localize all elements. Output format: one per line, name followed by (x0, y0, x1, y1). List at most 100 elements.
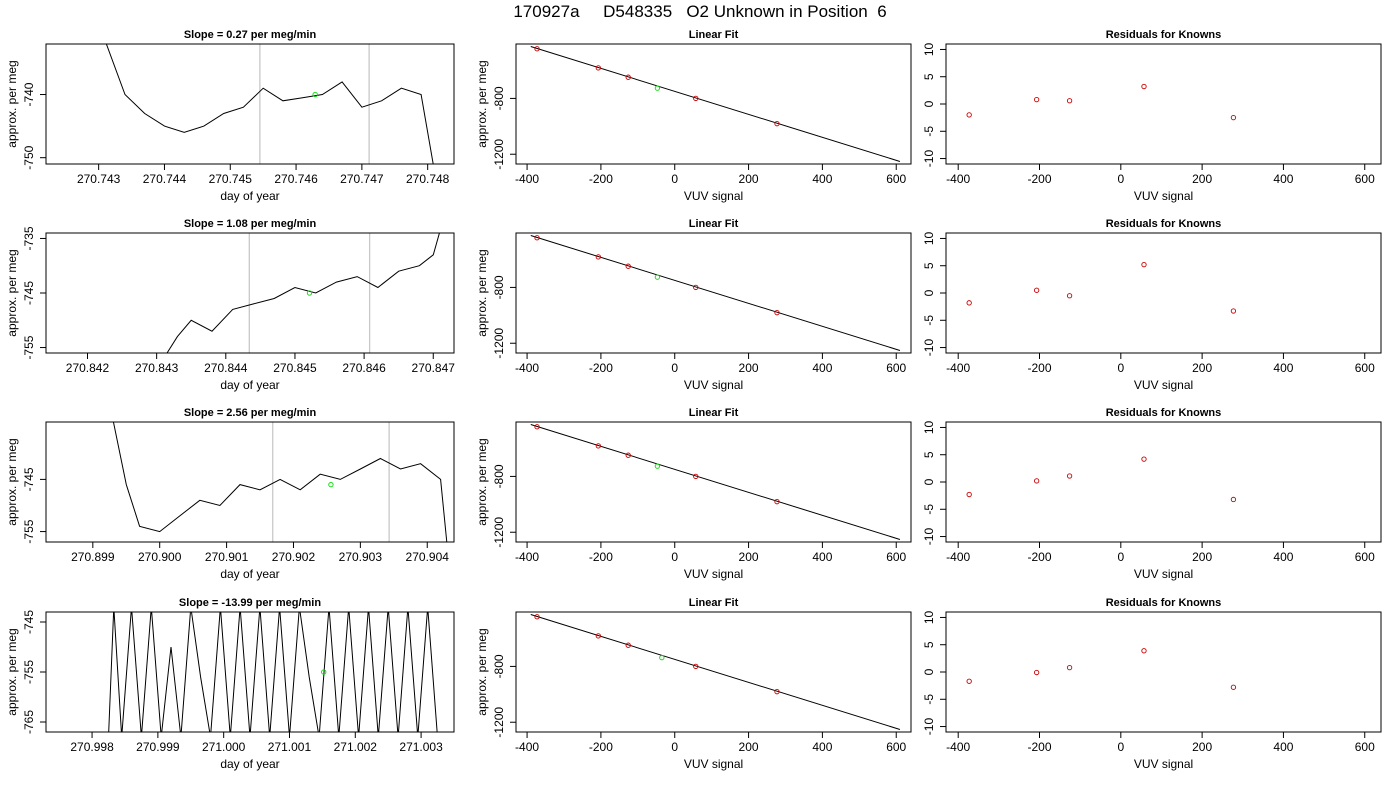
series-line (105, 44, 434, 164)
plot-area (966, 261, 1237, 314)
panel-residuals-4: -400 -200 0 200 400 600 -10 -5 0 5 10 Residuals for… (922, 597, 1382, 771)
unknown-point (654, 463, 661, 469)
y-tick-label: -755 (22, 335, 36, 359)
plot-area (530, 424, 901, 540)
plot-area (166, 233, 440, 353)
x-tick-label: 270.847 (412, 361, 456, 375)
series-line (108, 612, 438, 732)
y-tick-label: -1200 (492, 139, 506, 170)
panel-title: Slope = -13.99 per meg/min (179, 597, 321, 609)
y-axis-label: approx. per meg (475, 60, 489, 147)
known-point (534, 424, 540, 430)
x-tick-label: 271.001 (268, 740, 312, 754)
x-tick-label: 270.902 (272, 550, 316, 564)
known-point (774, 121, 780, 127)
y-tick-label: -5 (922, 315, 936, 326)
y-tick-label: -735 (22, 226, 36, 250)
known-point (625, 263, 631, 269)
x-tick-label: -400 (515, 550, 539, 564)
panel-fit-2: -400 -200 0 200 400 600 -1200 -800 Linear Fit VUV… (475, 218, 912, 392)
x-tick-label: 270.904 (406, 550, 450, 564)
y-axis-label: approx. per meg (5, 628, 19, 715)
known-point (774, 499, 780, 505)
x-tick-label: 600 (1355, 361, 1375, 375)
fit-line (530, 614, 901, 730)
x-tick-label: 600 (886, 740, 906, 754)
panel-title: Residuals for Knowns (1106, 29, 1222, 41)
known-point (595, 254, 601, 260)
panel-title: Slope = 2.56 per meg/min (184, 407, 317, 419)
panel-timeseries-1: 270.743 270.744 270.745 270.746 270.747 270.7… (5, 29, 455, 203)
x-tick-label: -200 (1027, 361, 1051, 375)
x-tick-label: 200 (1192, 550, 1212, 564)
y-tick-label: -800 (492, 275, 506, 299)
panel-frame (45, 232, 455, 354)
y-tick-label: -800 (492, 86, 506, 110)
residual-point (1034, 96, 1040, 103)
panel-frame (45, 421, 455, 543)
x-tick-label: 0 (1117, 361, 1124, 375)
residual-point (1141, 648, 1147, 654)
y-tick-label: -10 (922, 339, 936, 357)
panel-timeseries-2: 270.842 270.843 270.844 270.845 270.846 270.8… (5, 218, 455, 392)
y-tick-label: 10 (922, 420, 936, 434)
x-tick-label: 0 (671, 550, 678, 564)
x-tick-label: 0 (1117, 740, 1124, 754)
residual-point (966, 300, 972, 306)
panel-frame (515, 43, 912, 165)
x-tick-label: 270.843 (135, 361, 179, 375)
panel-frame (945, 611, 1382, 733)
panel-fit-1: -400 -200 0 200 400 600 -1200 -800 Linear Fit VUV… (475, 29, 912, 203)
x-tick-label: 600 (886, 550, 906, 564)
known-point (534, 614, 540, 620)
y-tick-label: -1200 (492, 328, 506, 359)
x-tick-label: 0 (1117, 172, 1124, 186)
x-tick-label: -200 (1027, 172, 1051, 186)
panel-title: Residuals for Knowns (1106, 597, 1222, 609)
page-title: 170927a D548335 O2 Unknown in Position 6 (513, 2, 887, 21)
x-axis-label: VUV signal (684, 189, 743, 203)
x-tick-label: 270.746 (274, 172, 318, 186)
panel-title: Linear Fit (689, 218, 739, 230)
y-tick-label: -745 (22, 467, 36, 491)
known-point (625, 452, 631, 458)
x-tick-label: -200 (589, 172, 613, 186)
x-tick-label: 200 (739, 740, 759, 754)
x-tick-label: 270.900 (138, 550, 182, 564)
y-tick-label: -800 (492, 464, 506, 488)
x-axis-label: VUV signal (1134, 567, 1193, 581)
y-tick-label: -755 (22, 660, 36, 684)
x-tick-label: 400 (812, 172, 832, 186)
known-point (693, 663, 699, 670)
panel-residuals-3: -400 -200 0 200 400 600 -10 -5 0 5 10 Residuals for… (922, 407, 1382, 581)
y-tick-label: 0 (922, 668, 936, 675)
x-tick-label: 270.744 (143, 172, 187, 186)
y-tick-label: -5 (922, 126, 936, 137)
known-point (595, 443, 601, 449)
y-axis-label: approx. per meg (5, 438, 19, 525)
x-tick-label: -400 (515, 361, 539, 375)
known-point (595, 633, 601, 639)
series-line (166, 233, 440, 353)
y-tick-label: -5 (922, 504, 936, 515)
x-tick-label: 270.747 (340, 172, 384, 186)
residual-point (1230, 308, 1237, 314)
residual-point (1034, 478, 1040, 484)
panel-frame (45, 43, 455, 165)
x-tick-label: -400 (946, 740, 970, 754)
x-axis-label: VUV signal (684, 757, 743, 771)
residual-point (1034, 287, 1040, 293)
panel-residuals-1: -400 -200 0 200 400 600 -10 -5 0 5 10 Residuals for… (922, 29, 1382, 203)
panel-fit-3: -400 -200 0 200 400 600 -1200 -800 Linear Fit VUV… (475, 407, 912, 581)
plot-area (966, 648, 1237, 690)
known-point (534, 235, 540, 241)
panel-residuals-2: -400 -200 0 200 400 600 -10 -5 0 5 10 Residuals for… (922, 218, 1382, 392)
y-tick-label: -765 (22, 710, 36, 734)
residual-point (966, 491, 972, 498)
x-tick-label: -400 (946, 550, 970, 564)
fit-line (530, 424, 901, 540)
x-tick-label: -400 (515, 740, 539, 754)
y-tick-label: 0 (922, 100, 936, 107)
y-tick-label: -745 (22, 281, 36, 305)
